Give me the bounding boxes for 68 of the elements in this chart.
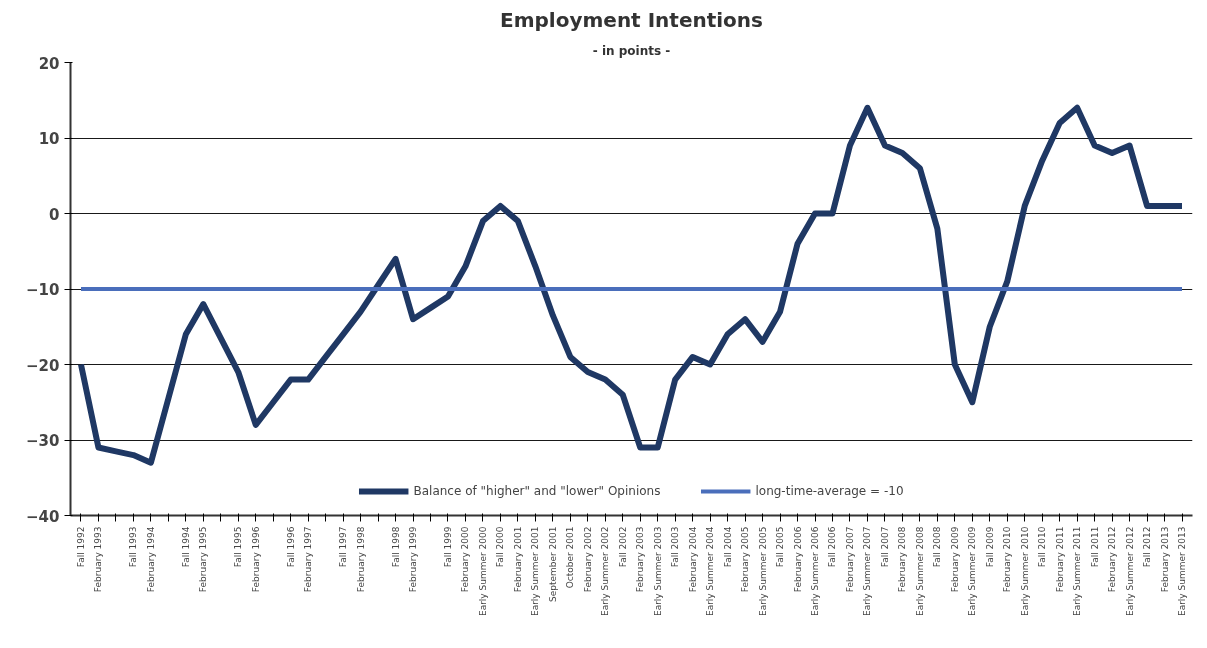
x-tick-label: Fall 1999 — [443, 526, 453, 568]
x-tick-label: February 2002 — [582, 526, 593, 593]
x-tick-label: Early Summer 2013 — [1177, 526, 1188, 617]
x-tick-label: February 2007 — [844, 526, 855, 593]
x-tick-label: February 2006 — [792, 526, 803, 593]
y-tick-label: −40 — [26, 507, 60, 526]
x-tick-label: Fall 2000 — [495, 526, 506, 568]
x-tick-label: Early Summer 2010 — [1019, 526, 1030, 617]
x-tick-label: Fall 2005 — [775, 526, 786, 568]
x-tick-label: Early Summer 2001 — [530, 526, 541, 617]
x-tick-label: February 1994 — [145, 526, 156, 593]
x-tick-label: Fall 1995 — [233, 526, 244, 568]
x-tick-label: Fall 2002 — [617, 526, 628, 568]
legend-label: Balance of "higher" and "lower" Opinions — [413, 484, 661, 498]
x-tick-label: February 2012 — [1107, 526, 1118, 593]
x-tick-label: Early Summer 2004 — [705, 526, 716, 617]
x-tick-label: Fall 1996 — [285, 526, 296, 568]
y-tick-label: −20 — [26, 356, 60, 375]
x-tick-label: February 1999 — [408, 526, 419, 593]
x-tick-label: Fall 2007 — [879, 526, 890, 568]
x-tick-label: Early Summer 2007 — [862, 526, 873, 617]
y-tick-label: 10 — [38, 130, 60, 148]
x-tick-label: February 1998 — [355, 526, 366, 593]
x-tick-label: Early Summer 2009 — [967, 526, 978, 617]
x-tick-label: Early Summer 2000 — [477, 526, 488, 617]
chart-subtitle: - in points - — [592, 43, 671, 58]
x-tick-label: February 2000 — [460, 526, 471, 593]
x-tick-label: Fall 2009 — [984, 526, 995, 568]
x-tick-label: February 1997 — [303, 526, 314, 593]
y-tick-label: 0 — [49, 205, 60, 224]
x-tick-label: February 1995 — [198, 526, 209, 593]
x-tick-label: Fall 2011 — [1089, 526, 1100, 568]
x-tick-label: Fall 2004 — [722, 526, 733, 568]
x-tick-label: Fall 1992 — [75, 526, 86, 568]
x-tick-label: February 2004 — [687, 526, 698, 593]
x-tick-label: February 2010 — [1002, 526, 1013, 593]
x-tick-label: Fall 1997 — [338, 526, 349, 568]
x-tick-label: February 2009 — [949, 526, 960, 593]
x-tick-label: February 2005 — [740, 526, 751, 593]
x-tick-label: February 2008 — [897, 526, 908, 593]
x-tick-label: Fall 2006 — [827, 526, 838, 568]
x-tick-label: Early Summer 2011 — [1072, 526, 1083, 617]
y-tick-label: −30 — [26, 432, 60, 450]
x-tick-label: Fall 1994 — [180, 526, 191, 568]
x-tick-label: Early Summer 2012 — [1124, 526, 1135, 617]
y-tick-label: 20 — [38, 54, 60, 73]
x-tick-label: Early Summer 2006 — [810, 526, 821, 617]
x-tick-label: Early Summer 2005 — [757, 526, 768, 617]
x-tick-label: Early Summer 2002 — [600, 526, 611, 617]
x-tick-label: Fall 2010 — [1037, 526, 1048, 568]
chart-title: Employment Intentions — [500, 7, 763, 32]
x-tick-label: February 2013 — [1159, 526, 1170, 593]
x-tick-label: Fall 2012 — [1142, 526, 1153, 568]
x-tick-label: February 1996 — [250, 526, 261, 593]
x-tick-label: Early Summer 2008 — [914, 526, 925, 617]
x-tick-label: February 2001 — [512, 526, 523, 593]
y-tick-label: −10 — [26, 281, 60, 299]
x-tick-label: Fall 1993 — [128, 526, 139, 568]
x-tick-label: October 2001 — [565, 526, 576, 589]
x-tick-label: September 2001 — [547, 526, 558, 603]
x-tick-label: February 2003 — [635, 526, 646, 593]
x-tick-label: Fall 1998 — [390, 526, 401, 568]
x-tick-label: Fall 2008 — [932, 526, 943, 568]
x-tick-label: Fall 2003 — [670, 526, 681, 568]
legend-label: long-time-average = -10 — [755, 484, 904, 498]
x-tick-label: Early Summer 2003 — [652, 526, 663, 617]
x-tick-label: February 1993 — [93, 526, 104, 593]
x-tick-label: February 2011 — [1054, 526, 1065, 593]
